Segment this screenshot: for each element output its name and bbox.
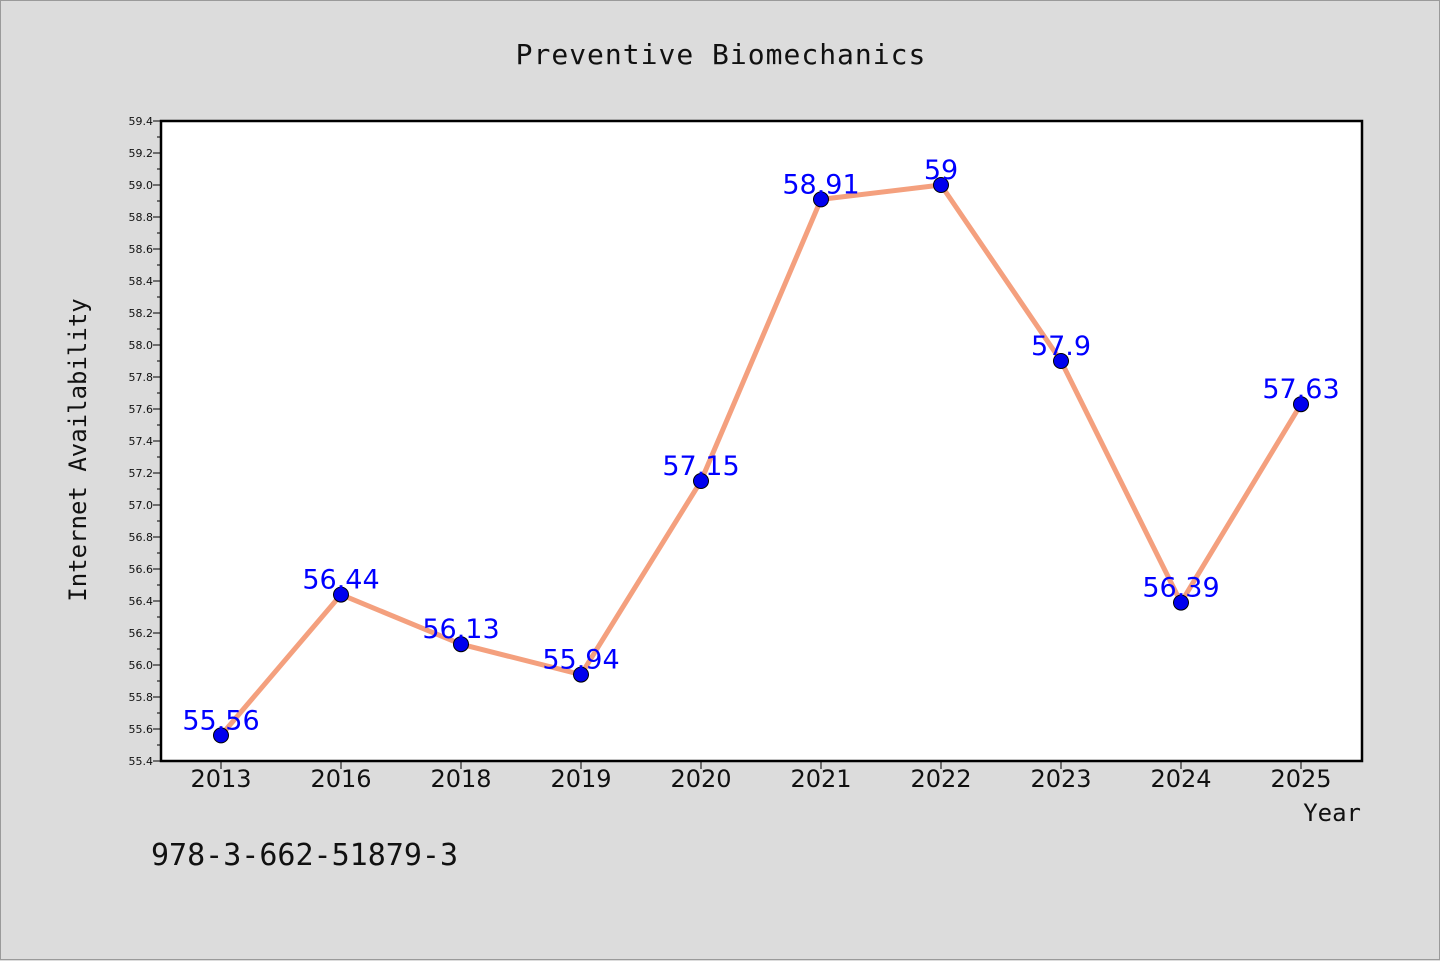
x-tick-label: 2024 (1150, 765, 1211, 793)
y-tick-label: 57.4 (129, 435, 154, 448)
y-tick-label: 58.4 (129, 275, 154, 288)
data-point-2023 (1053, 353, 1069, 369)
y-tick-label: 56.2 (129, 627, 154, 640)
series-line (218, 182, 1304, 738)
y-tick-label: 58.6 (129, 243, 154, 256)
x-tick-label: 2016 (310, 765, 371, 793)
x-tick-label: 2020 (670, 765, 731, 793)
y-tick-label: 56.8 (129, 531, 154, 544)
data-point-2022 (933, 177, 949, 193)
isbn-footer: 978-3-662-51879-3 (151, 838, 458, 873)
data-point-2025 (1293, 396, 1309, 413)
y-tick-label: 56.0 (129, 659, 154, 672)
data-label-2025: 57.63 (1262, 374, 1339, 405)
data-point-2016 (333, 586, 349, 603)
y-tick-label: 58.8 (129, 211, 154, 224)
data-label-2019: 55.94 (542, 645, 619, 676)
data-labels-group: 55.56 56.44 56.13 55.94 57.15 58.91 59 57.9 56.3… (182, 155, 1339, 736)
data-point-2020 (693, 473, 709, 489)
y-tick-label: 57.6 (129, 403, 154, 416)
x-tick-label: 2013 (190, 765, 251, 793)
y-tick-label: 55.4 (129, 755, 154, 768)
data-point-2019 (573, 666, 589, 683)
data-point-2021 (813, 191, 829, 208)
data-label-2016: 56.44 (302, 565, 379, 596)
x-tick-label: 2022 (910, 765, 971, 793)
x-tick-label: 2023 (1030, 765, 1091, 793)
y-tick-label: 56.4 (129, 595, 154, 608)
data-label-2023: 57.9 (1031, 331, 1091, 362)
y-tick-label: 57.2 (129, 467, 154, 480)
plot-area (159, 119, 1364, 763)
data-label-2021: 58.91 (782, 169, 859, 200)
data-point-2018 (453, 636, 469, 653)
data-label-2018: 56.13 (422, 614, 499, 645)
x-axis: 2013 2016 2018 2019 2020 2021 2022 2023 2024 2025 (190, 761, 1332, 793)
y-tick-label: 58.2 (129, 307, 154, 320)
y-tick-label: 59.0 (129, 179, 154, 192)
data-point-2024 (1173, 594, 1189, 611)
y-tick-label: 56.6 (129, 563, 154, 576)
y-tick-label: 55.8 (129, 691, 154, 704)
data-label-2024: 56.39 (1142, 573, 1219, 604)
y-tick-label: 57.0 (129, 499, 154, 512)
data-label-2020: 57.15 (662, 451, 739, 482)
y-tick-label: 58.0 (129, 339, 154, 352)
y-axis: 55.4 55.6 55.8 56.0 56.2 56.4 56.6 56.8 57.0 57.2… (129, 115, 161, 768)
data-label-2013: 55.56 (182, 705, 259, 736)
y-tick-label: 59.2 (129, 147, 154, 160)
y-tick-label: 59.4 (129, 115, 154, 128)
x-tick-label: 2025 (1270, 765, 1331, 793)
x-tick-label: 2018 (430, 765, 491, 793)
x-tick-label: 2021 (790, 765, 851, 793)
y-axis-label: Internet Availability (64, 298, 92, 601)
chart-title: Preventive Biomechanics (516, 38, 927, 71)
data-label-2022: 59 (924, 155, 958, 186)
data-point-2013 (213, 727, 229, 744)
y-tick-label: 55.6 (129, 723, 154, 736)
series-line-group (213, 177, 1309, 744)
x-tick-label: 2019 (550, 765, 611, 793)
x-axis-label: Year (1303, 799, 1361, 827)
y-tick-label: 57.8 (129, 371, 154, 384)
